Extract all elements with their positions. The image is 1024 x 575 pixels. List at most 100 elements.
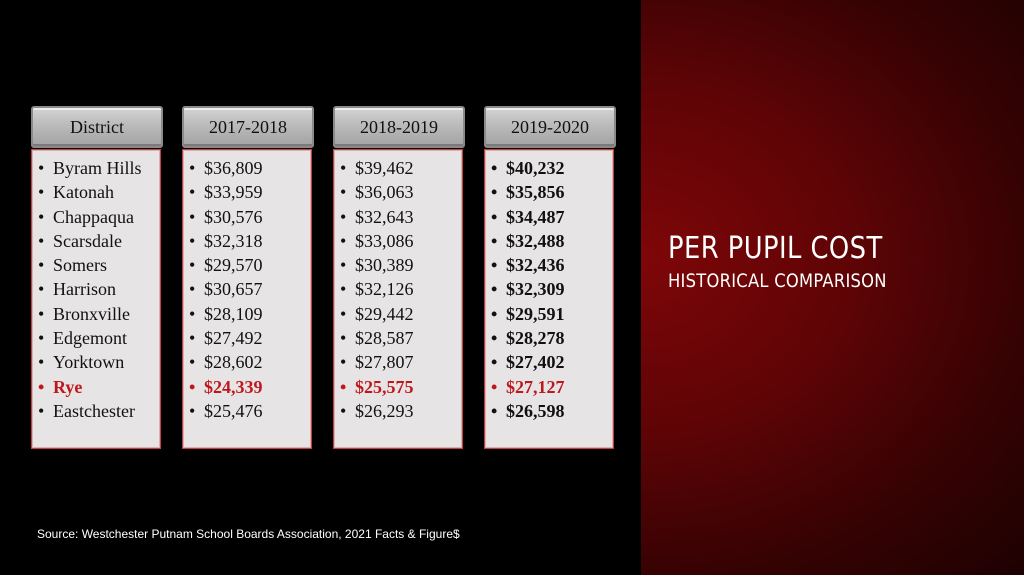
list-item-text: $36,063 (355, 182, 414, 203)
list-item-text: $25,575 (355, 376, 414, 397)
bullet-icon: • (38, 206, 45, 227)
column-header: District (31, 106, 163, 148)
list-item: • $27,807 (340, 350, 414, 374)
bullet-icon: • (38, 279, 45, 300)
list-item-text: $32,126 (355, 279, 414, 300)
list-item: • Chappaqua (38, 205, 142, 229)
column-body: • $36,809 • $33,959 • $30,576 • $32,318 • $29,570… (182, 149, 312, 449)
list-item-text: $28,109 (204, 303, 263, 324)
title-block: PER PUPIL COST HISTORICAL COMPARISON (668, 232, 922, 293)
bullet-icon: • (491, 206, 498, 227)
list-item-text: $36,809 (204, 158, 263, 178)
list-item-text: $28,278 (506, 328, 565, 349)
list-item-text: $32,488 (506, 230, 565, 251)
list-item-text: Scarsdale (53, 230, 122, 251)
bullet-icon: • (340, 206, 347, 227)
list-item-text: $28,602 (204, 352, 263, 373)
bullet-icon: • (189, 303, 196, 324)
list-item: • $39,462 (340, 156, 414, 180)
bullet-icon: • (38, 400, 45, 421)
list-item-text: $29,591 (506, 303, 565, 324)
bullet-icon: • (340, 279, 347, 300)
list-item: • Yorktown (38, 350, 142, 374)
list-item: • $28,587 (340, 326, 414, 350)
bullet-icon: • (340, 303, 347, 324)
bullet-icon: • (189, 352, 196, 373)
list-item-text: $30,657 (204, 279, 263, 300)
list-item: • $35,856 (491, 180, 565, 204)
list-item: • Byram Hills (38, 156, 142, 180)
list-item: • Eastchester (38, 399, 142, 423)
bullet-icon: • (189, 376, 196, 397)
bullet-icon: • (340, 352, 347, 373)
list-item-text: $28,587 (355, 328, 414, 349)
district-list: • Byram Hills • Katonah • Chappaqua • Scarsdale… (38, 156, 142, 423)
bullet-icon: • (38, 230, 45, 251)
list-item: • $32,309 (491, 277, 565, 301)
column-header: 2019-2020 (484, 106, 616, 148)
list-item-text: $34,487 (506, 206, 565, 227)
list-item: • $36,809 (189, 156, 263, 180)
list-item-text: Somers (53, 255, 107, 276)
list-item-text: $32,436 (506, 255, 565, 276)
list-item: • $30,576 (189, 205, 263, 229)
list-item-text: $33,086 (355, 230, 414, 251)
bullet-icon: • (491, 352, 498, 373)
list-item: • $40,232 (491, 156, 565, 180)
bullet-icon: • (38, 158, 45, 178)
list-item: • $30,657 (189, 277, 263, 301)
bullet-icon: • (189, 328, 196, 349)
list-item-text: $30,389 (355, 255, 414, 276)
bullet-icon: • (38, 303, 45, 324)
list-item: • $26,293 (340, 399, 414, 423)
list-item-text: $27,402 (506, 352, 565, 373)
list-item-text: Bronxville (53, 303, 130, 324)
list-item-text: $29,442 (355, 303, 414, 324)
list-item-text: Yorktown (53, 352, 125, 373)
bullet-icon: • (38, 328, 45, 349)
list-item: • $32,126 (340, 277, 414, 301)
list-item: • $32,318 (189, 229, 263, 253)
highlighted-list-item: • Rye (38, 375, 142, 399)
list-item: • $26,598 (491, 399, 565, 423)
slide-subtitle: HISTORICAL COMPARISON (668, 270, 887, 292)
bullet-icon: • (340, 182, 347, 203)
list-item-text: $27,492 (204, 328, 263, 349)
list-item-text: $27,807 (355, 352, 414, 373)
list-item: • $32,488 (491, 229, 565, 253)
list-item: • $32,643 (340, 205, 414, 229)
bullet-icon: • (491, 376, 498, 397)
list-item-text: $30,576 (204, 206, 263, 227)
bullet-icon: • (189, 400, 196, 421)
list-item: • $27,492 (189, 326, 263, 350)
bullet-icon: • (340, 400, 347, 421)
list-item: • $32,436 (491, 253, 565, 277)
list-item-text: Harrison (53, 279, 116, 300)
bullet-icon: • (38, 255, 45, 276)
highlighted-list-item: • $25,575 (340, 375, 414, 399)
bullet-icon: • (491, 182, 498, 203)
cost-list: • $40,232 • $35,856 • $34,487 • $32,488 • $32,436… (491, 156, 565, 423)
list-item-text: $26,293 (355, 400, 414, 421)
column-body: • $39,462 • $36,063 • $32,643 • $33,086 • $30,389… (333, 149, 463, 449)
list-item-text: $24,339 (204, 376, 263, 397)
list-item: • $28,109 (189, 302, 263, 326)
bullet-icon: • (491, 279, 498, 300)
list-item: • $33,086 (340, 229, 414, 253)
bullet-icon: • (189, 206, 196, 227)
bullet-icon: • (340, 328, 347, 349)
list-item-text: $25,476 (204, 400, 263, 421)
list-item-text: Rye (53, 376, 83, 397)
bullet-icon: • (491, 255, 498, 276)
list-item: • $28,602 (189, 350, 263, 374)
list-item-text: $27,127 (506, 376, 565, 397)
list-item-text: $40,232 (506, 158, 565, 178)
column-body: • Byram Hills • Katonah • Chappaqua • Scarsdale… (31, 149, 161, 449)
list-item-text: $29,570 (204, 255, 263, 276)
list-item: • $27,402 (491, 350, 565, 374)
cost-list: • $39,462 • $36,063 • $32,643 • $33,086 • $30,389… (340, 156, 414, 423)
list-item-text: $32,309 (506, 279, 565, 300)
list-item-text: $35,856 (506, 182, 565, 203)
slide-title: PER PUPIL COST (668, 231, 883, 266)
